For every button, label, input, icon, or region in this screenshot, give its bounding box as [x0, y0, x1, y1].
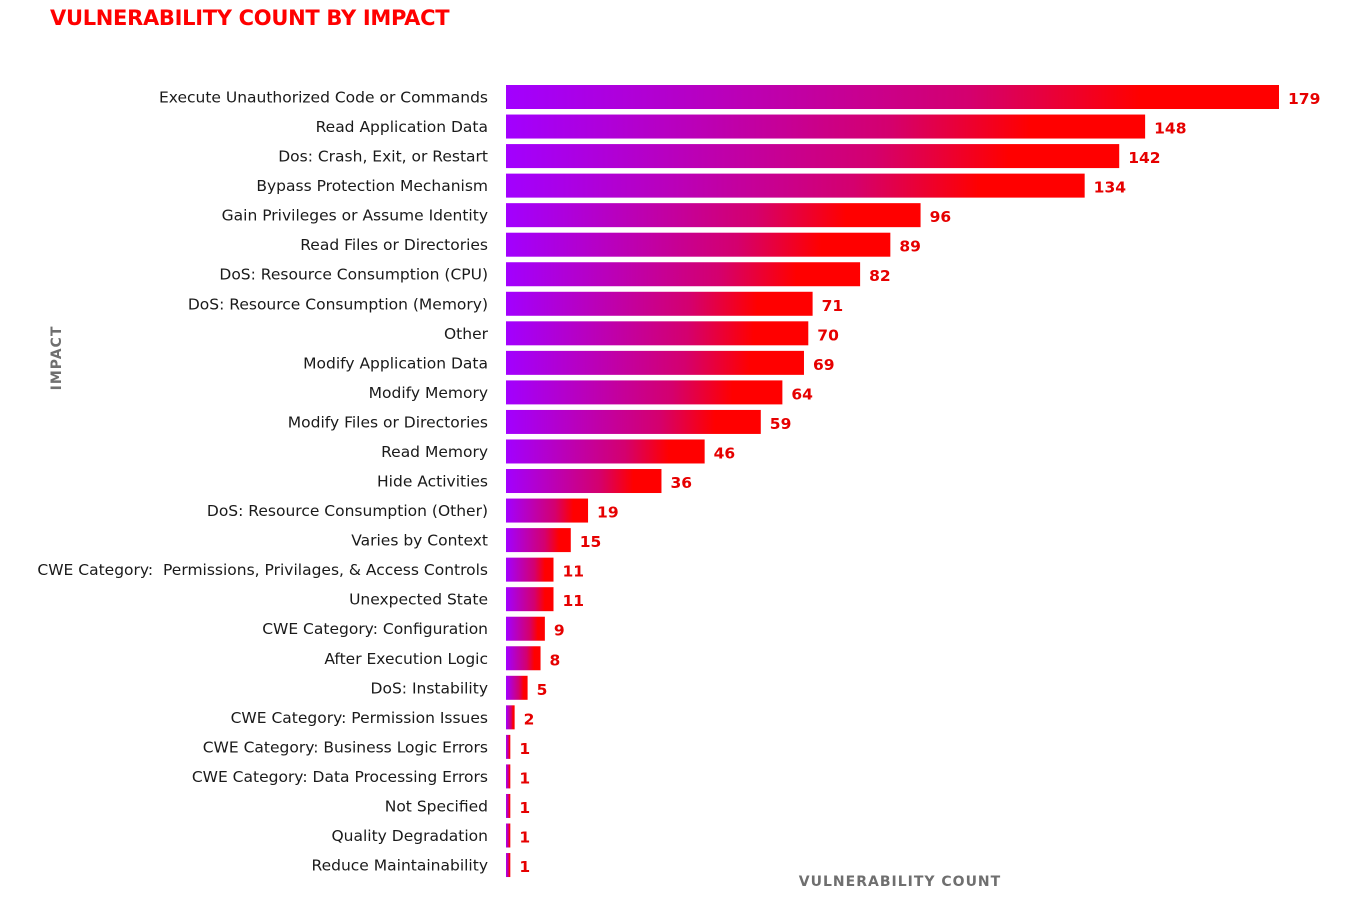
bar	[506, 498, 589, 523]
bar	[506, 321, 809, 346]
data-label: 36	[670, 474, 692, 492]
category-label: CWE Category: Business Logic Errors	[203, 738, 488, 756]
category-label: CWE Category: Configuration	[262, 620, 488, 638]
category-label: Read Application Data	[316, 118, 488, 136]
bar	[506, 557, 554, 582]
data-label: 2	[524, 710, 535, 728]
data-label: 96	[930, 208, 952, 226]
bar	[506, 262, 861, 287]
data-label: 46	[714, 444, 736, 462]
data-label: 1	[519, 829, 530, 847]
category-label: Reduce Maintainability	[312, 857, 488, 875]
data-label: 64	[791, 385, 813, 403]
category-label: DoS: Resource Consumption (Memory)	[188, 295, 488, 313]
bar	[506, 291, 813, 316]
category-label: DoS: Instability	[371, 679, 488, 697]
data-label: 59	[770, 415, 792, 433]
bar	[506, 469, 662, 494]
bar	[506, 380, 783, 405]
bar	[506, 203, 921, 228]
data-label: 142	[1128, 149, 1160, 167]
bar	[506, 587, 554, 612]
bar	[506, 173, 1085, 198]
data-label: 19	[597, 504, 619, 522]
bars	[506, 85, 1279, 878]
bar	[506, 528, 571, 553]
category-label: After Execution Logic	[324, 650, 488, 668]
bar	[506, 144, 1120, 169]
category-label: Unexpected State	[349, 591, 488, 609]
bar	[506, 114, 1146, 139]
data-label: 69	[813, 356, 835, 374]
bar	[506, 350, 804, 375]
category-label: CWE Category: Data Processing Errors	[192, 768, 488, 786]
value-labels: 1791481421349689827170696459463619151111…	[519, 90, 1320, 876]
data-label: 1	[519, 740, 530, 758]
data-label: 11	[563, 563, 585, 581]
category-label: Modify Memory	[369, 384, 488, 402]
bar	[506, 616, 545, 641]
data-label: 148	[1154, 120, 1186, 138]
data-label: 8	[550, 651, 561, 669]
bar	[506, 793, 511, 818]
bar	[506, 85, 1279, 109]
data-label: 82	[869, 267, 891, 285]
bar	[506, 764, 511, 789]
category-label: DoS: Resource Consumption (Other)	[207, 502, 488, 520]
bar	[506, 734, 511, 759]
bar	[506, 705, 515, 730]
category-label: Bypass Protection Mechanism	[256, 177, 488, 195]
category-label: Read Memory	[381, 443, 488, 461]
category-label: CWE Category: Permission Issues	[231, 709, 488, 727]
data-label: 89	[899, 238, 921, 256]
category-label: Gain Privileges or Assume Identity	[222, 207, 488, 225]
category-label: CWE Category: Permissions, Privilages, &…	[37, 561, 488, 579]
bar	[506, 439, 705, 464]
data-label: 1	[519, 799, 530, 817]
category-label: Read Files or Directories	[300, 236, 488, 254]
data-label: 179	[1288, 90, 1320, 108]
category-label: Modify Files or Directories	[288, 413, 488, 431]
data-label: 134	[1094, 179, 1127, 197]
bar	[506, 853, 511, 878]
bar	[506, 646, 541, 671]
category-labels: Execute Unauthorized Code or Commands Rea…	[37, 89, 488, 875]
category-label: Dos: Crash, Exit, or Restart	[278, 148, 488, 166]
bar	[506, 409, 761, 434]
bar	[506, 232, 891, 257]
data-label: 71	[822, 297, 844, 315]
data-label: 70	[817, 326, 839, 344]
category-label: Varies by Context	[351, 532, 488, 550]
data-label: 1	[519, 858, 530, 876]
data-label: 5	[537, 681, 548, 699]
x-axis-title: VULNERABILITY COUNT	[798, 874, 1002, 890]
data-label: 15	[580, 533, 602, 551]
bar	[506, 823, 511, 848]
bar	[506, 675, 528, 700]
category-label: Not Specified	[385, 797, 488, 815]
category-label: Execute Unauthorized Code or Commands	[159, 89, 488, 107]
category-label: Other	[444, 325, 489, 343]
data-label: 9	[554, 622, 565, 640]
data-label: 1	[519, 769, 530, 787]
category-label: DoS: Resource Consumption (CPU)	[219, 266, 488, 284]
category-label: Hide Activities	[377, 473, 488, 491]
category-label: Modify Application Data	[303, 354, 488, 372]
data-label: 11	[563, 592, 585, 610]
chart-title: VULNERABILITY COUNT BY IMPACT	[50, 6, 450, 30]
category-label: Quality Degradation	[331, 827, 488, 845]
